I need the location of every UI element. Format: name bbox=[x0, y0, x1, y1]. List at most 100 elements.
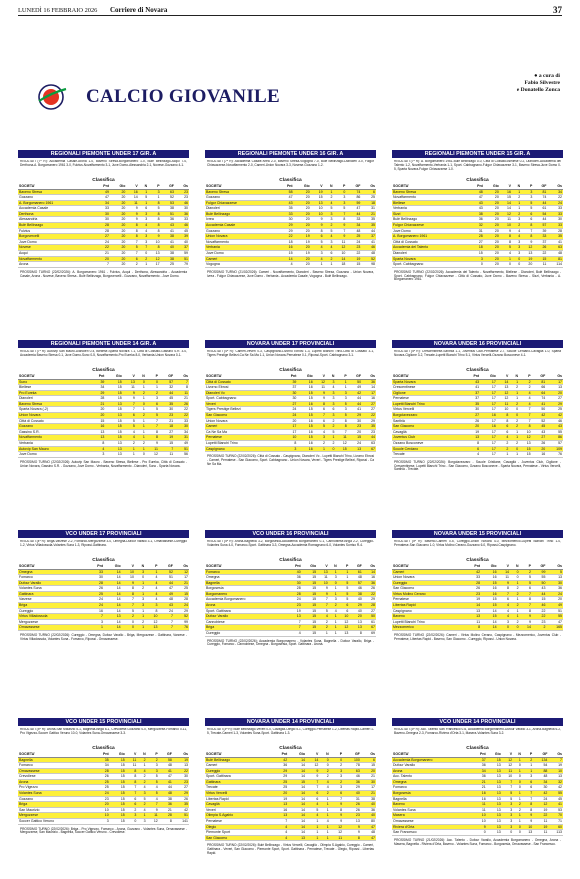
stat-cell: 22 bbox=[362, 591, 376, 598]
byline-line: e Donatello Zonca bbox=[516, 87, 560, 93]
stat-cell: 28 bbox=[362, 602, 376, 609]
stat-cell: 7 bbox=[317, 602, 329, 609]
stat-cell: 10 bbox=[94, 807, 110, 814]
stat-cell: 33 bbox=[547, 222, 563, 229]
stat-cell: 99 bbox=[173, 619, 189, 626]
league-title: NOVARA UNDER 15 PROVINCIALI bbox=[392, 530, 563, 538]
stat-cell: 5 bbox=[148, 205, 161, 212]
stat-cell: 2 bbox=[531, 624, 547, 631]
stat-cell: 33 bbox=[533, 233, 548, 240]
stat-cell: 51 bbox=[174, 446, 189, 453]
league-title: NOVARA UNDER 16 PROVINCIALI bbox=[392, 340, 563, 348]
stat-cell: 14 bbox=[103, 580, 122, 587]
stat-cell: 27 bbox=[531, 434, 547, 441]
stat-cell: 5 bbox=[305, 807, 320, 814]
column-header: Gio bbox=[486, 752, 502, 758]
team-name: Ozzano Bosconeve bbox=[392, 440, 464, 447]
stat-cell: 20 bbox=[293, 200, 311, 207]
stat-cell: 5 bbox=[337, 580, 350, 587]
standings-table: SOCIETA' Pnt Gio V N P GF Gs Fomarco 40 15 13 1 1 61 14… bbox=[205, 564, 376, 637]
column-header: SOCIETA' bbox=[18, 374, 89, 380]
stat-cell: 17 bbox=[546, 379, 563, 386]
stat-cell: 26 bbox=[343, 807, 361, 814]
stat-cell: 16 bbox=[297, 440, 314, 447]
team-name: Union Novara bbox=[392, 574, 465, 581]
stat-cell: 6 bbox=[145, 401, 159, 408]
stat-cell: 8 bbox=[499, 239, 512, 246]
team-name: Sparta Novara (-2) bbox=[18, 406, 89, 414]
stat-cell: 7 bbox=[145, 418, 159, 425]
stat-cell: 0 bbox=[325, 446, 336, 453]
stat-cell: 2 bbox=[137, 757, 147, 764]
stat-cell: 8 bbox=[148, 200, 161, 207]
stat-cell: 29 bbox=[88, 390, 106, 397]
stat-cell: 27 bbox=[362, 608, 376, 615]
stat-cell: 3 bbox=[137, 818, 147, 825]
stat-cell: 15 bbox=[301, 602, 318, 609]
stat-cell: 48 bbox=[360, 829, 376, 836]
stat-cell: 1 bbox=[513, 796, 522, 803]
stat-cell: 13 bbox=[88, 429, 106, 436]
stat-cell: 14 bbox=[333, 256, 347, 263]
stat-cell: 34 bbox=[94, 762, 110, 769]
table-row: Omegna 36 15 11 3 1 48 16 bbox=[205, 574, 376, 581]
table-row: Juve Domo 24 20 7 3 10 41 40 bbox=[18, 239, 189, 246]
stat-cell: 24 bbox=[281, 412, 298, 419]
team-name: Omegna bbox=[18, 569, 87, 576]
column-header: V bbox=[305, 752, 320, 758]
stat-cell: 4 bbox=[122, 434, 136, 441]
stat-cell: 10 bbox=[145, 613, 159, 620]
stat-cell: 27 bbox=[468, 239, 484, 246]
stat-cell: 49 bbox=[347, 384, 363, 391]
stat-cell: 7 bbox=[501, 784, 514, 792]
table-row: Accademia Casale 29 20 9 2 9 34 35 bbox=[205, 222, 376, 229]
column-header: Gio bbox=[293, 184, 311, 190]
stat-cell: 3 bbox=[86, 619, 104, 626]
stat-cell: 3 bbox=[138, 216, 149, 224]
stat-cell: 1 bbox=[134, 613, 146, 620]
stat-cell: 13 bbox=[286, 613, 302, 620]
team-name: Arona bbox=[205, 602, 287, 609]
stat-cell: 4 bbox=[319, 784, 330, 792]
stat-cell: 3 bbox=[138, 239, 149, 246]
stat-cell: 26 bbox=[174, 401, 189, 408]
stat-cell: 19 bbox=[310, 189, 324, 196]
stat-cell: 12 bbox=[146, 818, 159, 825]
stat-cell: 78 bbox=[343, 762, 361, 769]
stat-cell: 20 bbox=[94, 801, 110, 808]
stat-cell: 15 bbox=[297, 395, 314, 402]
stat-cell: 1 bbox=[135, 406, 146, 414]
stat-cell: 2 bbox=[146, 757, 159, 764]
team-name: San Giacomo bbox=[392, 423, 464, 430]
standings-heading: Classifica bbox=[92, 178, 115, 183]
team-name: Tigers Prestige Bellezi bbox=[205, 406, 282, 414]
table-row: Volantes Suna 26 14 8 2 4 47 25 bbox=[18, 585, 189, 592]
stat-cell: 33 bbox=[547, 211, 563, 218]
column-header: P bbox=[333, 184, 347, 190]
stat-cell: 1 bbox=[325, 434, 336, 441]
team-name: Union Novara bbox=[205, 233, 277, 240]
team-name: Sport. Gattinara bbox=[205, 773, 271, 780]
stat-cell: 1 bbox=[134, 624, 146, 631]
stat-cell: 16 bbox=[297, 379, 314, 386]
stat-cell: 15 bbox=[109, 790, 126, 797]
stat-cell: 1 bbox=[509, 608, 520, 615]
stat-cell: 14 bbox=[103, 596, 122, 604]
stat-cell: 8 bbox=[343, 835, 361, 842]
stat-cell: 21 bbox=[158, 418, 175, 425]
stat-cell: 20 bbox=[546, 390, 563, 397]
stat-cell: 17 bbox=[480, 390, 497, 397]
stat-cell: 2 bbox=[329, 779, 344, 786]
stat-cell: 46 bbox=[343, 773, 361, 780]
stat-cell: 14 bbox=[499, 205, 512, 212]
stat-cell: 12 bbox=[313, 379, 326, 386]
stat-cell: 14 bbox=[103, 608, 122, 615]
stat-cell: 9 bbox=[521, 239, 534, 246]
stat-cell: 1 bbox=[509, 390, 520, 397]
stat-cell: 53 bbox=[548, 807, 563, 814]
stat-cell: 22 bbox=[362, 412, 376, 419]
team-name: Borgolavezzaro bbox=[392, 412, 464, 419]
stat-cell: 9 bbox=[343, 829, 361, 836]
stat-cell: 8 bbox=[519, 608, 532, 615]
stat-cell: 1 bbox=[138, 200, 149, 207]
